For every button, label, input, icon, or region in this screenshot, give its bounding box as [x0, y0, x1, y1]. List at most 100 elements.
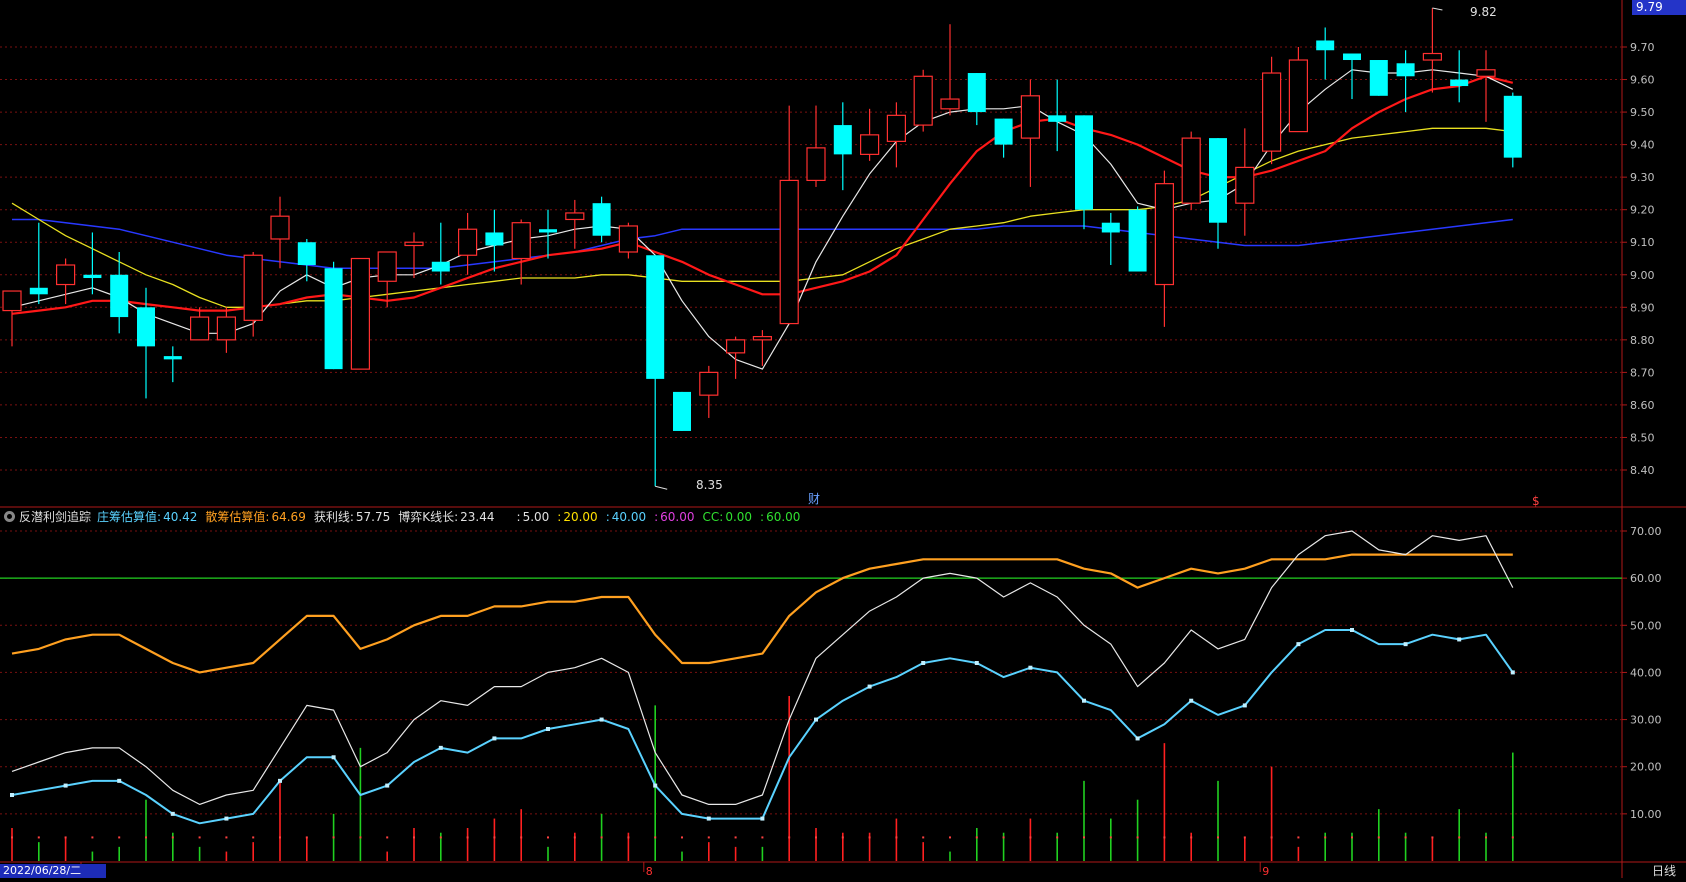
low-price-label: 8.35: [696, 478, 723, 492]
price-tick-label: 9.20: [1630, 204, 1655, 217]
signal-dot: [198, 836, 201, 839]
candle-body-up: [404, 241, 424, 247]
indicator-point: [706, 816, 711, 821]
candle-body-down: [1075, 115, 1093, 210]
candle-body-down: [1101, 222, 1120, 233]
legend-label: 获利线:: [313, 509, 354, 524]
period-label[interactable]: 日线: [1651, 864, 1676, 878]
month-label: 8: [646, 865, 653, 878]
candle-body-up: [1154, 183, 1175, 286]
legend-label: 博弈K线长:: [398, 509, 459, 524]
indicator-point: [331, 755, 336, 760]
indicator-tick-label: 10.00: [1630, 808, 1662, 821]
price-tick-label: 9.10: [1630, 236, 1655, 249]
signal-dot: [1217, 836, 1219, 839]
candle-body-up: [725, 339, 746, 354]
legend-label: :: [516, 509, 521, 524]
signal-dot: [600, 836, 603, 839]
indicator-point: [1510, 670, 1515, 675]
legend-label: :: [654, 509, 659, 524]
candle-body-down: [1048, 115, 1067, 122]
candle-body-up: [1181, 137, 1201, 204]
indicator-point: [1135, 736, 1140, 741]
price-tick-label: 9.30: [1630, 171, 1655, 184]
candle-body-down: [1503, 95, 1522, 158]
candle-body-up: [940, 98, 960, 110]
candle-body-up: [618, 225, 639, 253]
moving-average-layer: [11, 69, 1514, 370]
indicator-point: [814, 717, 818, 722]
signal-dot: [627, 836, 630, 839]
indicator-point: [278, 778, 282, 783]
signal-dot: [922, 836, 925, 839]
cursor-date-label: 2022/06/28/二: [0, 864, 106, 878]
legend-value: 5.00: [522, 509, 550, 524]
indicator-name[interactable]: 反潜利剑追踪: [19, 509, 92, 524]
candle-body-up: [511, 222, 531, 260]
indicator-point: [117, 778, 122, 783]
signal-dot: [1163, 836, 1166, 839]
signal-dot: [1002, 836, 1005, 839]
event-marker[interactable]: 财: [808, 492, 820, 506]
high-price-label: 9.82: [1470, 5, 1497, 19]
signal-dot: [520, 836, 523, 839]
signal-dot: [1511, 836, 1514, 839]
signal-dot: [225, 836, 228, 839]
indicator-values: 庄筹估算值: 40.42 散筹估算值: 64.69 获利线: 57.75 博弈K线长: 23.…: [97, 508, 808, 525]
signal-dot: [734, 836, 737, 839]
signal-dot: [761, 836, 764, 839]
month-label: 9: [1262, 865, 1269, 878]
candle-body-up: [55, 264, 76, 286]
candle-body-up: [806, 147, 826, 182]
signal-dot: [493, 836, 496, 839]
signal-dot: [11, 836, 13, 839]
signal-dot: [707, 836, 710, 839]
candle-body-up: [565, 212, 585, 221]
candle-body-up: [1235, 166, 1255, 204]
legend-value: 0.00: [725, 509, 753, 524]
price-tick-label: 8.60: [1630, 399, 1655, 412]
legend-value: 57.75: [355, 509, 391, 524]
signal-dot: [466, 836, 469, 839]
candle-body-up: [1422, 52, 1443, 61]
signal-dot: [1324, 836, 1327, 839]
indicator-point: [653, 783, 658, 788]
legend-value: 40.00: [611, 509, 647, 524]
candle-body-down: [137, 307, 155, 347]
indicator-tick-label: 70.00: [1630, 525, 1662, 538]
candles-layer: [2, 7, 1522, 490]
candle-body-down: [592, 203, 611, 236]
indicator-point: [10, 793, 14, 797]
indicator-point: [760, 816, 765, 821]
candle-body-up: [886, 114, 907, 142]
last-price-badge: 9.79: [1632, 0, 1686, 15]
candle-body-up: [779, 179, 799, 325]
indicator-point: [492, 736, 497, 741]
indicator-series-line: [11, 530, 1514, 806]
indicator-legend: 反潜利剑追踪 庄筹估算值: 40.42 散筹估算值: 64.69 获利线: 57.75 博弈…: [4, 507, 808, 525]
candle-body-down: [833, 125, 852, 155]
signal-dot: [1243, 836, 1246, 839]
indicator-tick-label: 20.00: [1630, 761, 1662, 774]
legend-label: :: [557, 509, 562, 524]
signal-dot: [279, 836, 281, 839]
indicator-point: [1457, 637, 1462, 642]
signal-dot: [359, 836, 362, 839]
indicator-point: [1189, 698, 1194, 703]
signal-dot: [305, 836, 308, 839]
candle-body-down: [110, 274, 129, 318]
signal-dot: [681, 836, 683, 839]
candle-body-up: [1288, 59, 1309, 133]
legend-label: 散筹估算值:: [205, 509, 270, 524]
ma5-line: [11, 69, 1514, 370]
price-tick-label: 8.40: [1630, 464, 1655, 477]
candle-body-up: [350, 257, 370, 370]
settings-icon[interactable]: [4, 510, 15, 522]
candle-body-up: [1476, 69, 1496, 77]
signal-dot: [1136, 836, 1139, 839]
signal-dot: [439, 836, 442, 839]
candle-body-down: [485, 232, 504, 246]
dollar-marker[interactable]: $: [1532, 494, 1540, 508]
